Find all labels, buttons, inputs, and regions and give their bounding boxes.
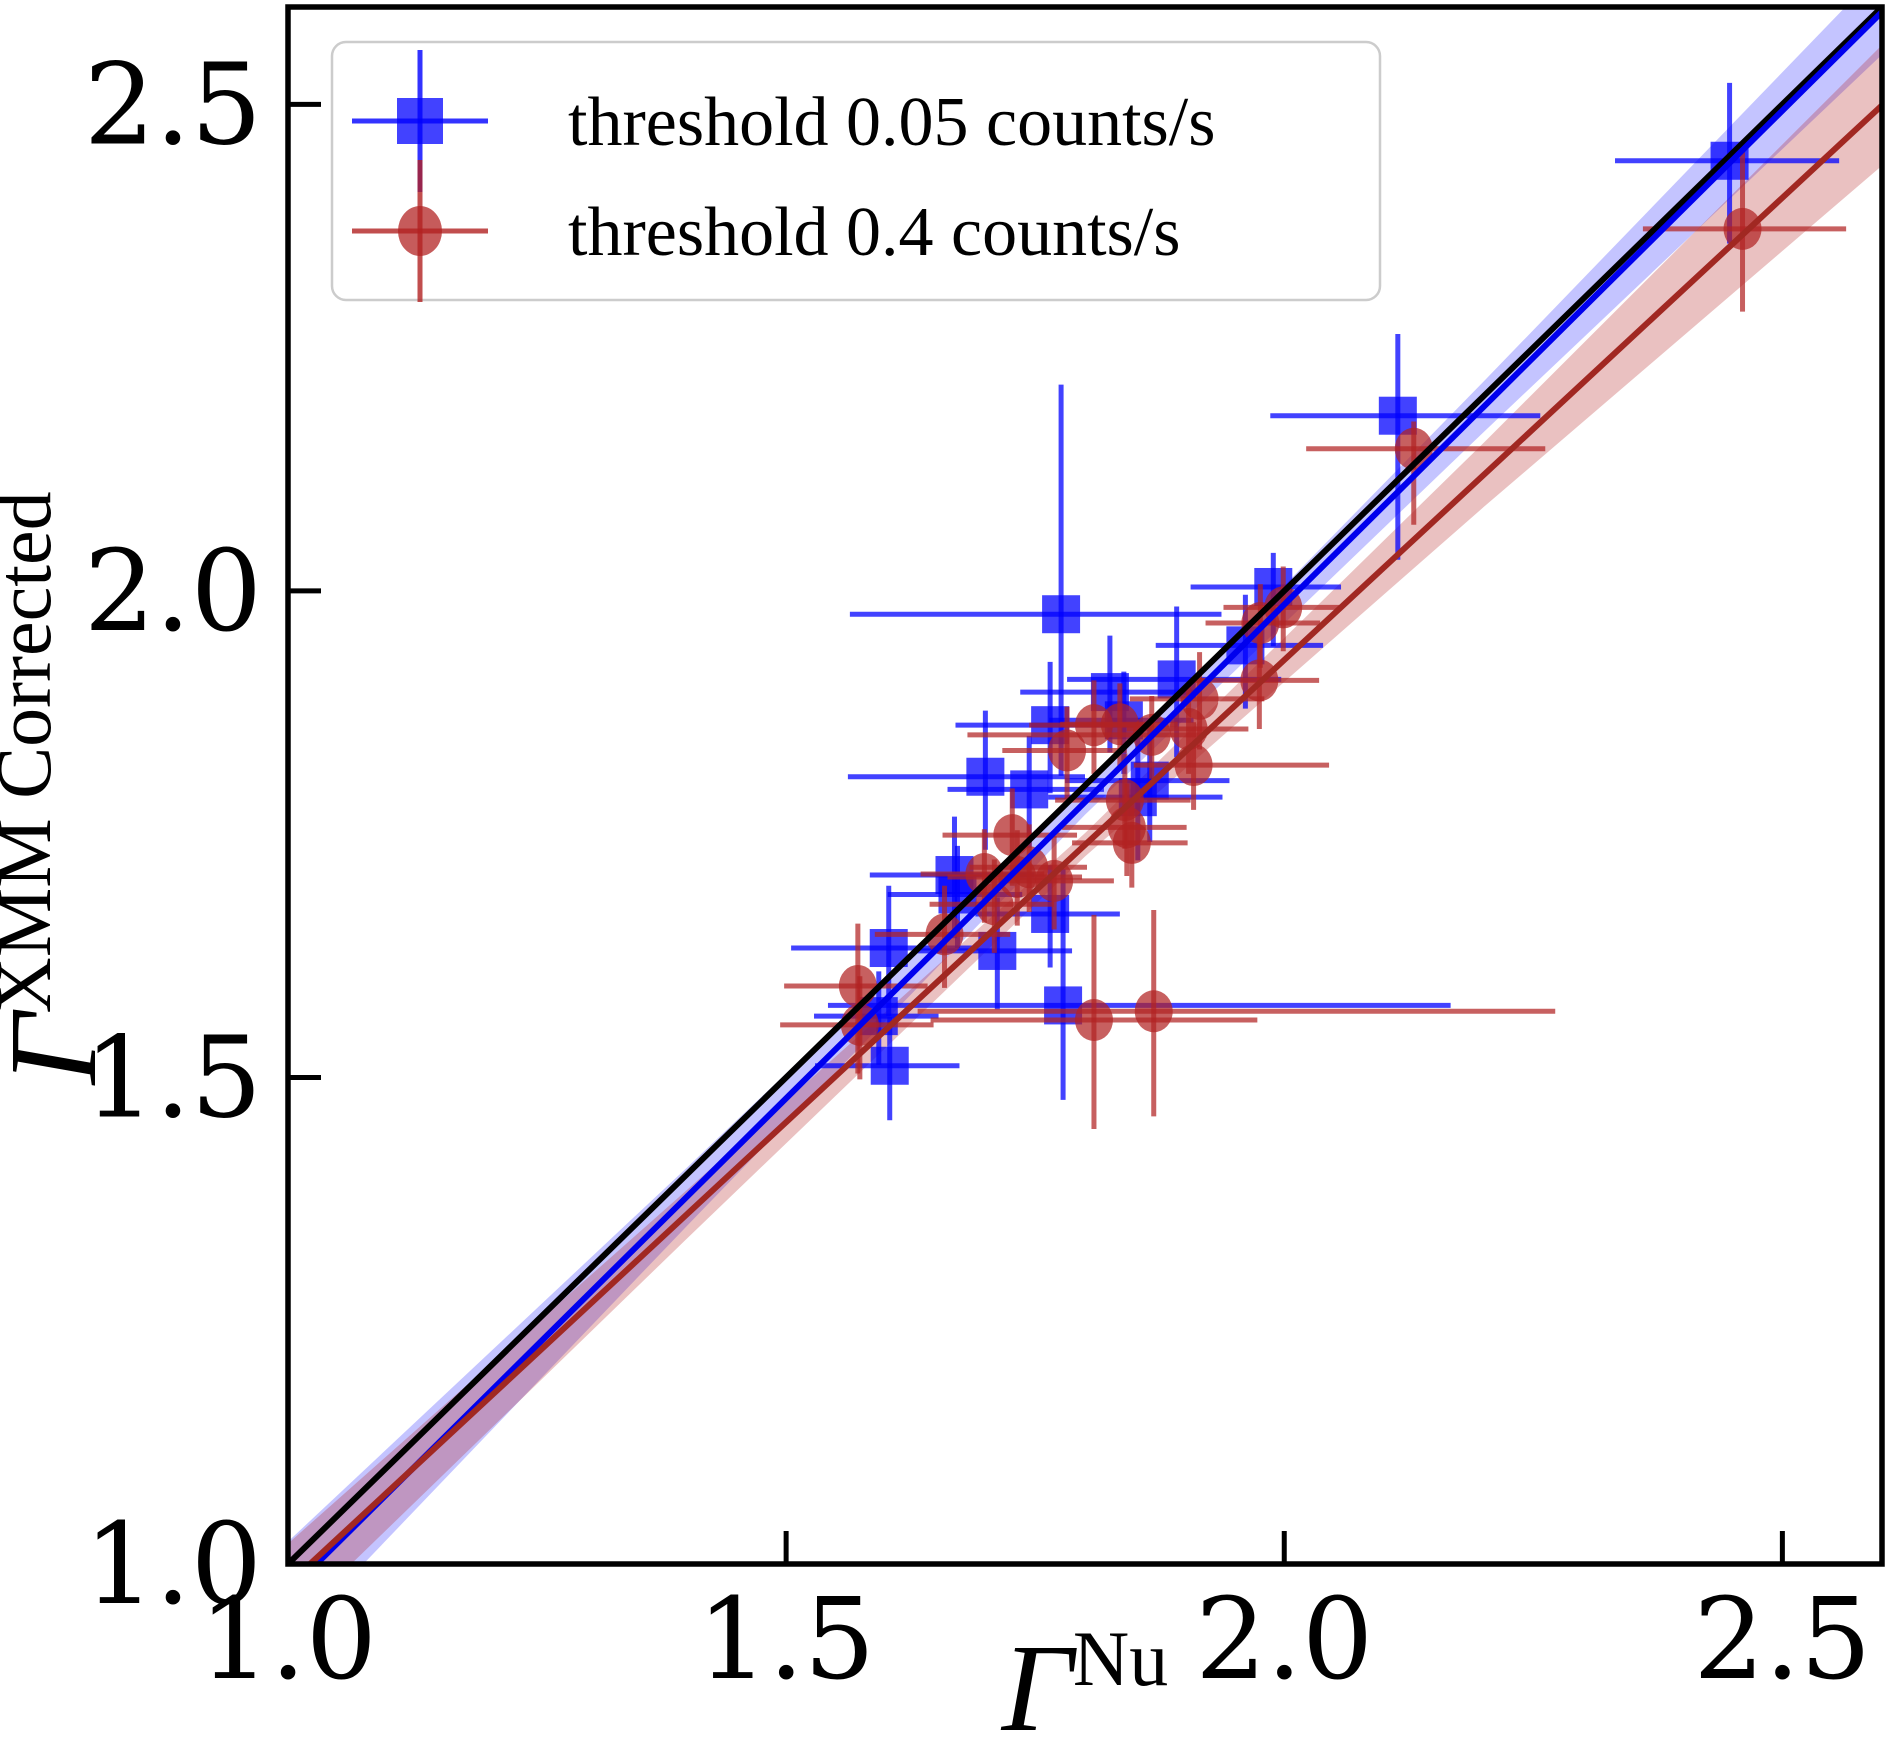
data-point-circle bbox=[1134, 990, 1173, 1033]
fit-line-red bbox=[305, 103, 1882, 1564]
x-tick-label: 2.0 bbox=[1195, 1575, 1373, 1705]
fit-line-blue bbox=[312, 9, 1882, 1564]
data-point-circle bbox=[1035, 859, 1074, 902]
data-point-circle bbox=[1048, 729, 1087, 772]
y-tick-label: 1.0 bbox=[84, 1500, 262, 1630]
y-tick-label: 2.5 bbox=[84, 40, 262, 170]
legend-square-marker bbox=[397, 98, 443, 144]
data-point-circle bbox=[1112, 821, 1151, 864]
plot-frame bbox=[285, 4, 1885, 1567]
x-tick-labels: 1.0 1.5 2.0 2.5 bbox=[199, 1575, 1872, 1705]
data-point-square bbox=[870, 1046, 909, 1085]
y-tick-label: 1.5 bbox=[84, 1013, 262, 1143]
y-axis-label-superscript: XMM Corrected bbox=[0, 491, 67, 1013]
x-axis-label-gamma: Γ bbox=[1000, 1620, 1078, 1747]
data-point-circle bbox=[965, 853, 1004, 896]
x-tick-label: 1.5 bbox=[697, 1575, 875, 1705]
legend-circle-marker bbox=[398, 206, 442, 256]
data-point-circle bbox=[998, 855, 1037, 898]
y-tick-label: 2.0 bbox=[84, 527, 262, 657]
x-axis-label: ΓNu bbox=[1000, 1615, 1168, 1747]
y-axis-label-gamma: Γ bbox=[0, 1009, 123, 1087]
data-point-square bbox=[1042, 595, 1081, 634]
data-point-circle bbox=[925, 913, 964, 956]
axis-ticks bbox=[285, 101, 1785, 1567]
x-axis-label-superscript: Nu bbox=[1073, 1615, 1168, 1702]
legend-box bbox=[330, 40, 1382, 302]
y-axis-label: ΓXMM Corrected bbox=[0, 491, 123, 1086]
x-tick-label: 2.5 bbox=[1693, 1575, 1871, 1705]
legend-entry-threshold-0.4: threshold 0.4 counts/s bbox=[352, 160, 1180, 302]
legend: threshold 0.05 counts/s threshold 0.4 co… bbox=[330, 40, 1382, 302]
data-point-circle bbox=[1174, 744, 1213, 787]
fit-lines bbox=[288, 7, 1882, 1564]
data-point-square bbox=[1010, 770, 1049, 809]
data-point-circle bbox=[1100, 703, 1139, 746]
x-tick-label: 1.0 bbox=[199, 1575, 377, 1705]
data-point-circle bbox=[1723, 207, 1762, 250]
identity-line bbox=[288, 7, 1882, 1564]
legend-label-threshold-0.4: threshold 0.4 counts/s bbox=[568, 194, 1180, 271]
legend-label-threshold-0.05: threshold 0.05 counts/s bbox=[568, 84, 1215, 161]
data-point-circle bbox=[1074, 999, 1113, 1042]
y-tick-labels: 1.0 1.5 2.0 2.5 bbox=[84, 40, 262, 1630]
legend-entry-threshold-0.05: threshold 0.05 counts/s bbox=[352, 50, 1215, 192]
data-point-circle bbox=[1394, 427, 1433, 470]
